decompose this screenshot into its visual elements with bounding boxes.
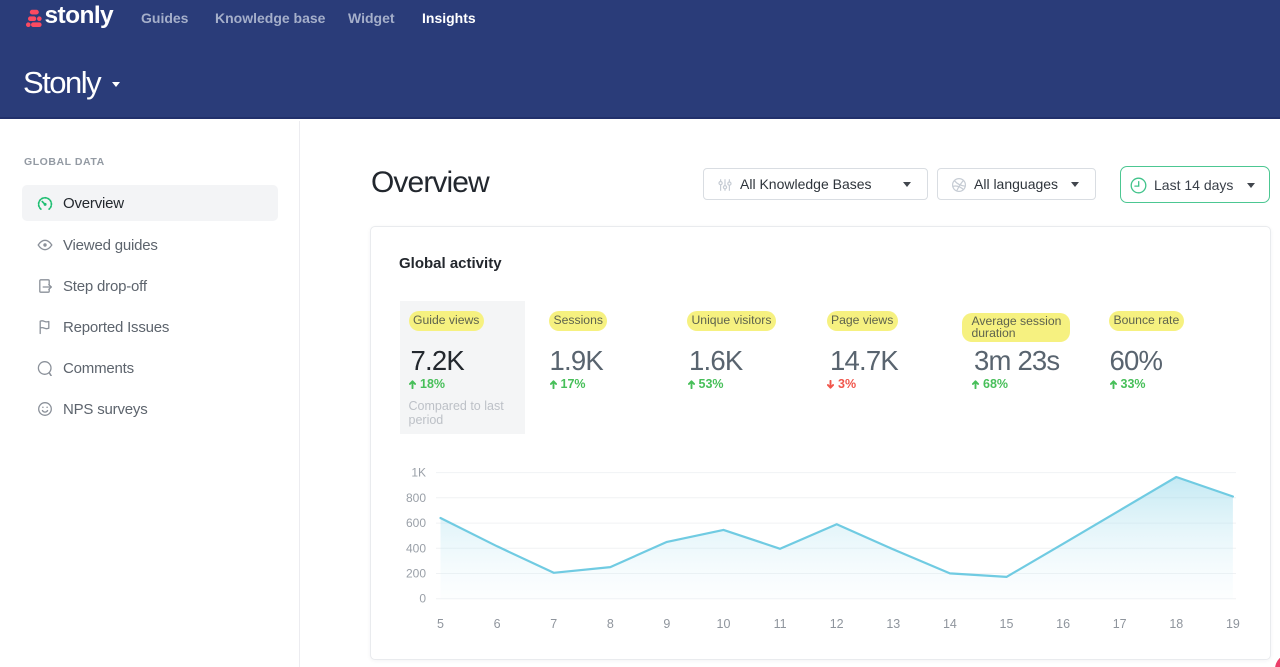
svg-text:19: 19 (1226, 617, 1240, 631)
svg-text:8: 8 (607, 617, 614, 631)
svg-text:5: 5 (437, 617, 444, 631)
svg-text:7: 7 (550, 617, 557, 631)
svg-text:12: 12 (830, 617, 844, 631)
svg-text:18: 18 (1169, 617, 1183, 631)
svg-text:13: 13 (886, 617, 900, 631)
svg-text:0: 0 (419, 592, 426, 606)
svg-text:800: 800 (406, 491, 426, 505)
svg-text:1K: 1K (411, 466, 426, 480)
svg-text:400: 400 (406, 541, 426, 555)
svg-text:15: 15 (1000, 617, 1014, 631)
svg-text:200: 200 (406, 567, 426, 581)
svg-text:11: 11 (774, 617, 787, 631)
svg-text:17: 17 (1113, 617, 1127, 631)
svg-text:14: 14 (943, 617, 957, 631)
svg-text:9: 9 (663, 617, 670, 631)
svg-text:6: 6 (494, 617, 501, 631)
svg-text:10: 10 (717, 617, 731, 631)
svg-text:600: 600 (406, 516, 426, 530)
svg-text:16: 16 (1056, 617, 1070, 631)
